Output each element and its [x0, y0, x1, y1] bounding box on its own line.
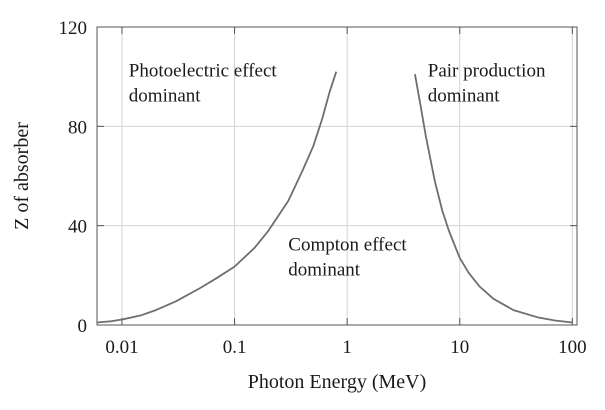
- x-axis-label: Photon Energy (MeV): [248, 371, 427, 393]
- region-annotation: dominant: [288, 259, 360, 280]
- x-tick-label: 100: [558, 337, 587, 358]
- x-tick-label: 1: [342, 337, 352, 358]
- region-annotation: dominant: [428, 86, 500, 107]
- region-annotations: Photoelectric effect dominant Compton effe…: [129, 61, 546, 281]
- y-tick-label: 0: [78, 316, 88, 337]
- x-tick-label: 10: [450, 337, 469, 358]
- y-tick-label: 120: [59, 18, 88, 39]
- region-annotation: Pair production: [428, 61, 546, 82]
- x-tick-label: 0.1: [223, 337, 247, 358]
- axis-ticks: 0.01 0.1 1 10 100 0 40 80 120: [59, 18, 587, 358]
- x-tick-label: 0.01: [105, 337, 138, 358]
- region-annotation: Photoelectric effect: [129, 61, 278, 82]
- compton-pair-boundary-line: [414, 74, 573, 324]
- region-annotation: Compton effect: [288, 235, 407, 256]
- region-annotation: dominant: [129, 86, 201, 107]
- y-axis-label: Z of absorber: [11, 122, 33, 230]
- y-tick-label: 40: [68, 217, 87, 238]
- grid-lines: [97, 27, 577, 325]
- plot-frame: [96, 26, 578, 326]
- photoelectric-compton-boundary-line: [96, 71, 338, 324]
- y-tick-label: 80: [68, 117, 87, 138]
- data-series: [96, 71, 573, 324]
